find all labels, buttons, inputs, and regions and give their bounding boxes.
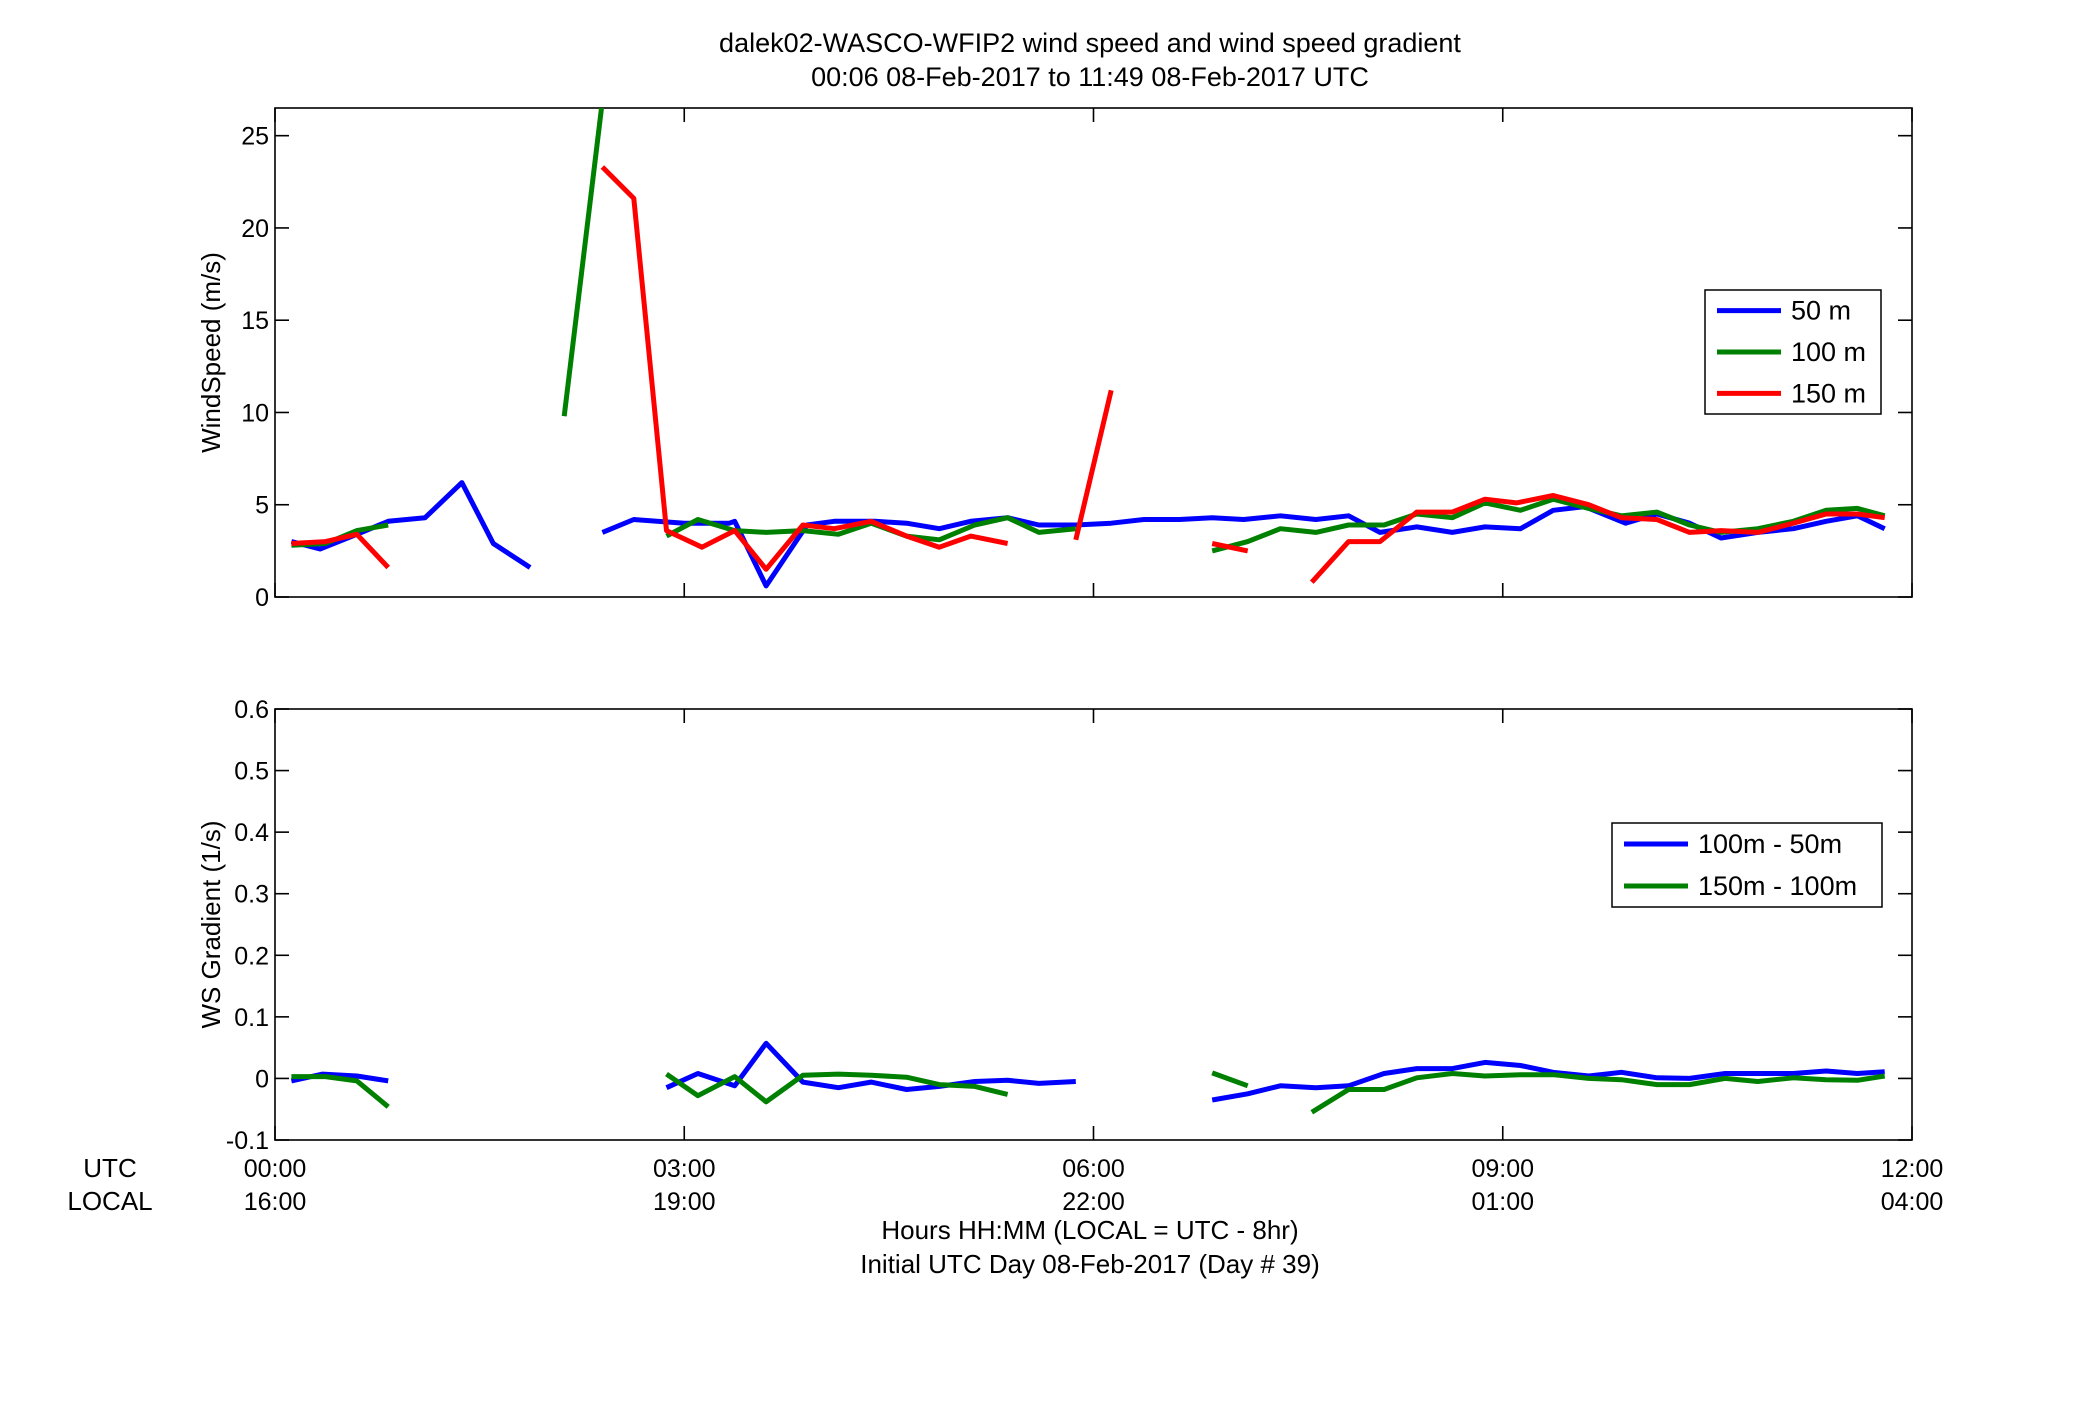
chart-title-line1: dalek02-WASCO-WFIP2 wind speed and wind … bbox=[719, 28, 1461, 58]
windspeed-ytick-label: 5 bbox=[255, 492, 269, 520]
xtick-label-utc: 06:00 bbox=[1062, 1155, 1125, 1183]
gradient-legend-label: 100m - 50m bbox=[1698, 829, 1842, 859]
gradient-panel: 00:00 16:00 03:00 19:00 06:00 22:00 09:00 01:00… bbox=[196, 696, 1943, 1216]
x-axis-label-line1: Hours HH:MM (LOCAL = UTC - 8hr) bbox=[881, 1215, 1298, 1245]
windspeed-legend-label: 150 m bbox=[1791, 378, 1866, 408]
gradient-ytick-label: 0.4 bbox=[234, 819, 269, 847]
gradient-ytick-label: 0.5 bbox=[234, 758, 269, 786]
gradient-ytick-label: -0.1 bbox=[226, 1127, 269, 1155]
gradient-ytick-label: 0.6 bbox=[234, 696, 269, 724]
windspeed-legend-label: 50 m bbox=[1791, 296, 1851, 326]
gradient-series-2-line bbox=[1310, 1071, 1886, 1115]
windspeed-series-1-line bbox=[290, 480, 532, 570]
xtick-label-local: 16:00 bbox=[244, 1188, 307, 1216]
windspeed-ytick-label: 25 bbox=[241, 123, 269, 151]
windspeed-legend: 50 m 100 m 150 m bbox=[1704, 289, 1882, 415]
windspeed-series-3-line bbox=[1211, 541, 1249, 554]
windspeed-ytick-label: 15 bbox=[241, 307, 269, 335]
xtick-label-local: 01:00 bbox=[1471, 1188, 1534, 1216]
xtick-label-utc: 03:00 bbox=[653, 1155, 716, 1183]
windspeed-ytick-label: 0 bbox=[255, 584, 269, 612]
xtick-label-local: 19:00 bbox=[653, 1188, 716, 1216]
gradient-series-1-line bbox=[665, 1040, 1076, 1092]
windspeed-series-3-line bbox=[291, 531, 391, 570]
chart-title-line2: 00:06 08-Feb-2017 to 11:49 08-Feb-2017 U… bbox=[811, 62, 1369, 92]
windspeed-ytick-label: 20 bbox=[241, 215, 269, 243]
gradient-legend-label: 150m - 100m bbox=[1698, 871, 1857, 901]
windspeed-ytick-label: 10 bbox=[241, 399, 269, 427]
gradient-series-2-line bbox=[1211, 1070, 1249, 1089]
x-axis-label-line2: Initial UTC Day 08-Feb-2017 (Day # 39) bbox=[860, 1249, 1320, 1279]
windspeed-series-2-line bbox=[561, 108, 605, 417]
gradient-legend-box bbox=[1611, 822, 1883, 908]
windspeed-legend-label: 100 m bbox=[1791, 337, 1866, 367]
gradient-ytick-label: 0.2 bbox=[234, 942, 269, 970]
xtick-label-utc: 00:00 bbox=[244, 1155, 307, 1183]
gradient-y-axis-label: WS Gradient (1/s) bbox=[196, 820, 226, 1028]
gradient-plot-frame bbox=[274, 708, 1913, 1141]
gradient-series-2-line bbox=[665, 1071, 1009, 1105]
xtick-label-local: 22:00 bbox=[1062, 1188, 1125, 1216]
xtick-label-utc: 09:00 bbox=[1471, 1155, 1534, 1183]
xtick-label-utc: 12:00 bbox=[1881, 1155, 1944, 1183]
gradient-ytick-label: 0.1 bbox=[234, 1004, 269, 1032]
windspeed-series-1-line bbox=[601, 504, 1886, 589]
windspeed-panel: 0 5 10 15 20 25 WindSpeed (m/s) 50 m 100 m 150 m bbox=[196, 107, 1913, 612]
utc-row-label: UTC bbox=[83, 1153, 136, 1183]
local-row-label: LOCAL bbox=[67, 1186, 152, 1216]
gradient-ytick-label: 0.3 bbox=[234, 881, 269, 909]
windspeed-y-axis-label: WindSpeed (m/s) bbox=[196, 252, 226, 453]
gradient-legend: 100m - 50m 150m - 100m bbox=[1611, 822, 1883, 908]
windspeed-series-3-line bbox=[600, 165, 1009, 572]
windspeed-series-3-line bbox=[1309, 493, 1886, 584]
gradient-series-2-line bbox=[291, 1074, 390, 1109]
xtick-label-local: 04:00 bbox=[1881, 1188, 1944, 1216]
windspeed-series-3-line bbox=[1073, 389, 1114, 541]
gradient-ytick-label: 0 bbox=[255, 1065, 269, 1093]
